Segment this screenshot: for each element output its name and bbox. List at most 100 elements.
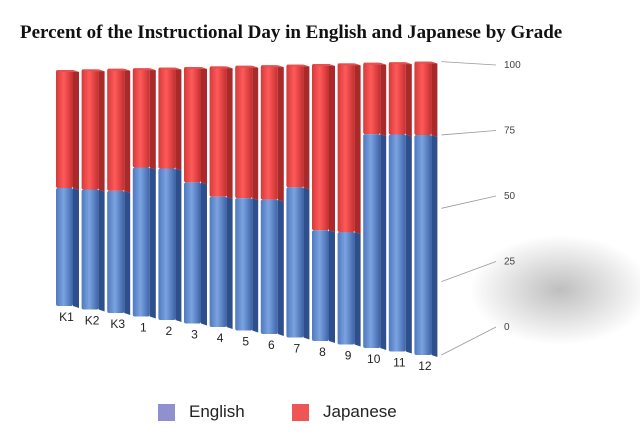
- bar-japanese-side-K1: [73, 70, 79, 190]
- bar-japanese-side-11: [405, 62, 412, 137]
- bar-japanese-2: [158, 67, 176, 169]
- bar-cap-7: [286, 64, 310, 67]
- legend-item-japanese: Japanese: [292, 402, 397, 422]
- bar-japanese-K1: [56, 70, 73, 188]
- y-tick-label-0: 0: [504, 322, 510, 333]
- bar-english-8: [312, 230, 329, 341]
- chart-title: Percent of the Instructional Day in Engl…: [20, 22, 563, 43]
- bar-english-side-9: [354, 232, 361, 347]
- x-tick-label-11: 11: [393, 356, 406, 370]
- y-tick-mark-25: [441, 261, 497, 283]
- bar-cap-1: [132, 68, 156, 71]
- bar-english-side-11: [405, 134, 412, 354]
- bar-japanese-3: [184, 67, 201, 183]
- bar-japanese-11: [388, 62, 406, 135]
- bar-english-side-6: [277, 199, 284, 336]
- legend-item-english: English: [158, 402, 245, 422]
- y-tick-mark-75: [441, 130, 497, 136]
- bar-japanese-side-8: [329, 64, 335, 233]
- bar-english-11: [388, 134, 406, 352]
- bar-japanese-side-K2: [98, 69, 105, 192]
- x-tick-label-12: 12: [418, 359, 432, 373]
- bar-english-side-2: [175, 168, 182, 322]
- bar-english-1: [132, 167, 150, 317]
- bar-english-3: [184, 182, 201, 324]
- bar-cap-2: [158, 67, 182, 70]
- bar-english-side-8: [329, 230, 335, 343]
- x-tick-label-K2: K2: [85, 314, 100, 328]
- x-tick-label-2: 2: [166, 324, 173, 338]
- bar-english-K2: [81, 189, 99, 310]
- y-tick-label-50: 50: [504, 191, 516, 202]
- y-tick-mark-100: [441, 61, 497, 66]
- y-tick-label-25: 25: [504, 257, 516, 268]
- bar-english-side-K1: [73, 188, 79, 308]
- legend: English Japanese: [0, 402, 640, 432]
- bar-japanese-side-5: [252, 65, 259, 201]
- bar-japanese-4: [209, 66, 227, 197]
- bar-english-side-K2: [98, 189, 105, 312]
- bar-japanese-1: [132, 68, 150, 168]
- bar-japanese-side-3: [201, 67, 207, 185]
- bar-cap-4: [209, 66, 233, 69]
- bar-english-side-5: [252, 198, 259, 333]
- bar-cap-K1: [56, 70, 79, 72]
- bar-english-side-12: [431, 134, 438, 357]
- bar-cap-8: [312, 64, 335, 66]
- y-tick-mark-50: [441, 195, 497, 209]
- bar-english-5: [235, 198, 253, 331]
- x-tick-label-1: 1: [140, 321, 147, 335]
- bar-english-side-10: [380, 134, 387, 350]
- bar-japanese-side-K3: [124, 68, 131, 193]
- x-tick-label-3: 3: [191, 328, 198, 342]
- bar-english-10: [363, 134, 381, 348]
- y-axis: 0 25 50 75 100: [441, 60, 521, 356]
- bar-japanese-side-6: [277, 65, 284, 202]
- bar-japanese-side-4: [226, 66, 233, 199]
- legend-label-japanese: Japanese: [323, 402, 397, 421]
- bar-cap-6: [260, 65, 284, 68]
- y-tick-label-75: 75: [504, 126, 516, 137]
- bar-english-side-K3: [124, 190, 131, 315]
- bar-english-12: [414, 134, 432, 355]
- legend-label-english: English: [189, 402, 245, 421]
- bar-english-9: [337, 232, 355, 345]
- x-tick-label-8: 8: [319, 345, 326, 359]
- bar-japanese-7: [286, 64, 304, 188]
- bar-cap-9: [337, 63, 361, 66]
- bar-japanese-12: [414, 61, 432, 135]
- x-tick-label-10: 10: [367, 352, 381, 366]
- x-tick-label-9: 9: [345, 349, 352, 363]
- bar-english-2: [158, 168, 176, 320]
- x-tick-label-7: 7: [294, 342, 301, 356]
- bar-cap-3: [184, 67, 207, 69]
- bar-japanese-8: [312, 64, 329, 231]
- bar-cap-10: [363, 62, 387, 65]
- bar-cap-K3: [107, 68, 131, 71]
- bar-japanese-side-7: [303, 64, 310, 190]
- x-tick-label-K1: K1: [59, 310, 74, 324]
- legend-swatch-english: [158, 403, 175, 421]
- bar-japanese-side-2: [175, 67, 182, 171]
- bar-japanese-6: [260, 65, 278, 200]
- bar-japanese-5: [235, 65, 253, 199]
- x-tick-label-5: 5: [242, 335, 249, 349]
- bar-japanese-K2: [81, 69, 99, 190]
- bar-english-side-1: [149, 167, 156, 319]
- bar-cap-K2: [81, 69, 105, 72]
- bar-english-6: [260, 199, 278, 334]
- bar-cap-11: [388, 62, 412, 65]
- bar-english-side-7: [303, 187, 310, 340]
- bar-english-7: [286, 187, 304, 338]
- x-tick-label-6: 6: [268, 338, 275, 352]
- bar-japanese-10: [363, 62, 381, 135]
- bar-japanese-9: [337, 63, 355, 233]
- bar-japanese-side-12: [431, 61, 438, 137]
- bar-japanese-side-10: [380, 62, 387, 137]
- bar-english-K1: [56, 188, 73, 306]
- bars-layer: [56, 61, 438, 357]
- floor-shadow: [470, 235, 640, 345]
- x-tick-label-4: 4: [217, 331, 224, 345]
- legend-swatch-japanese: [292, 403, 309, 421]
